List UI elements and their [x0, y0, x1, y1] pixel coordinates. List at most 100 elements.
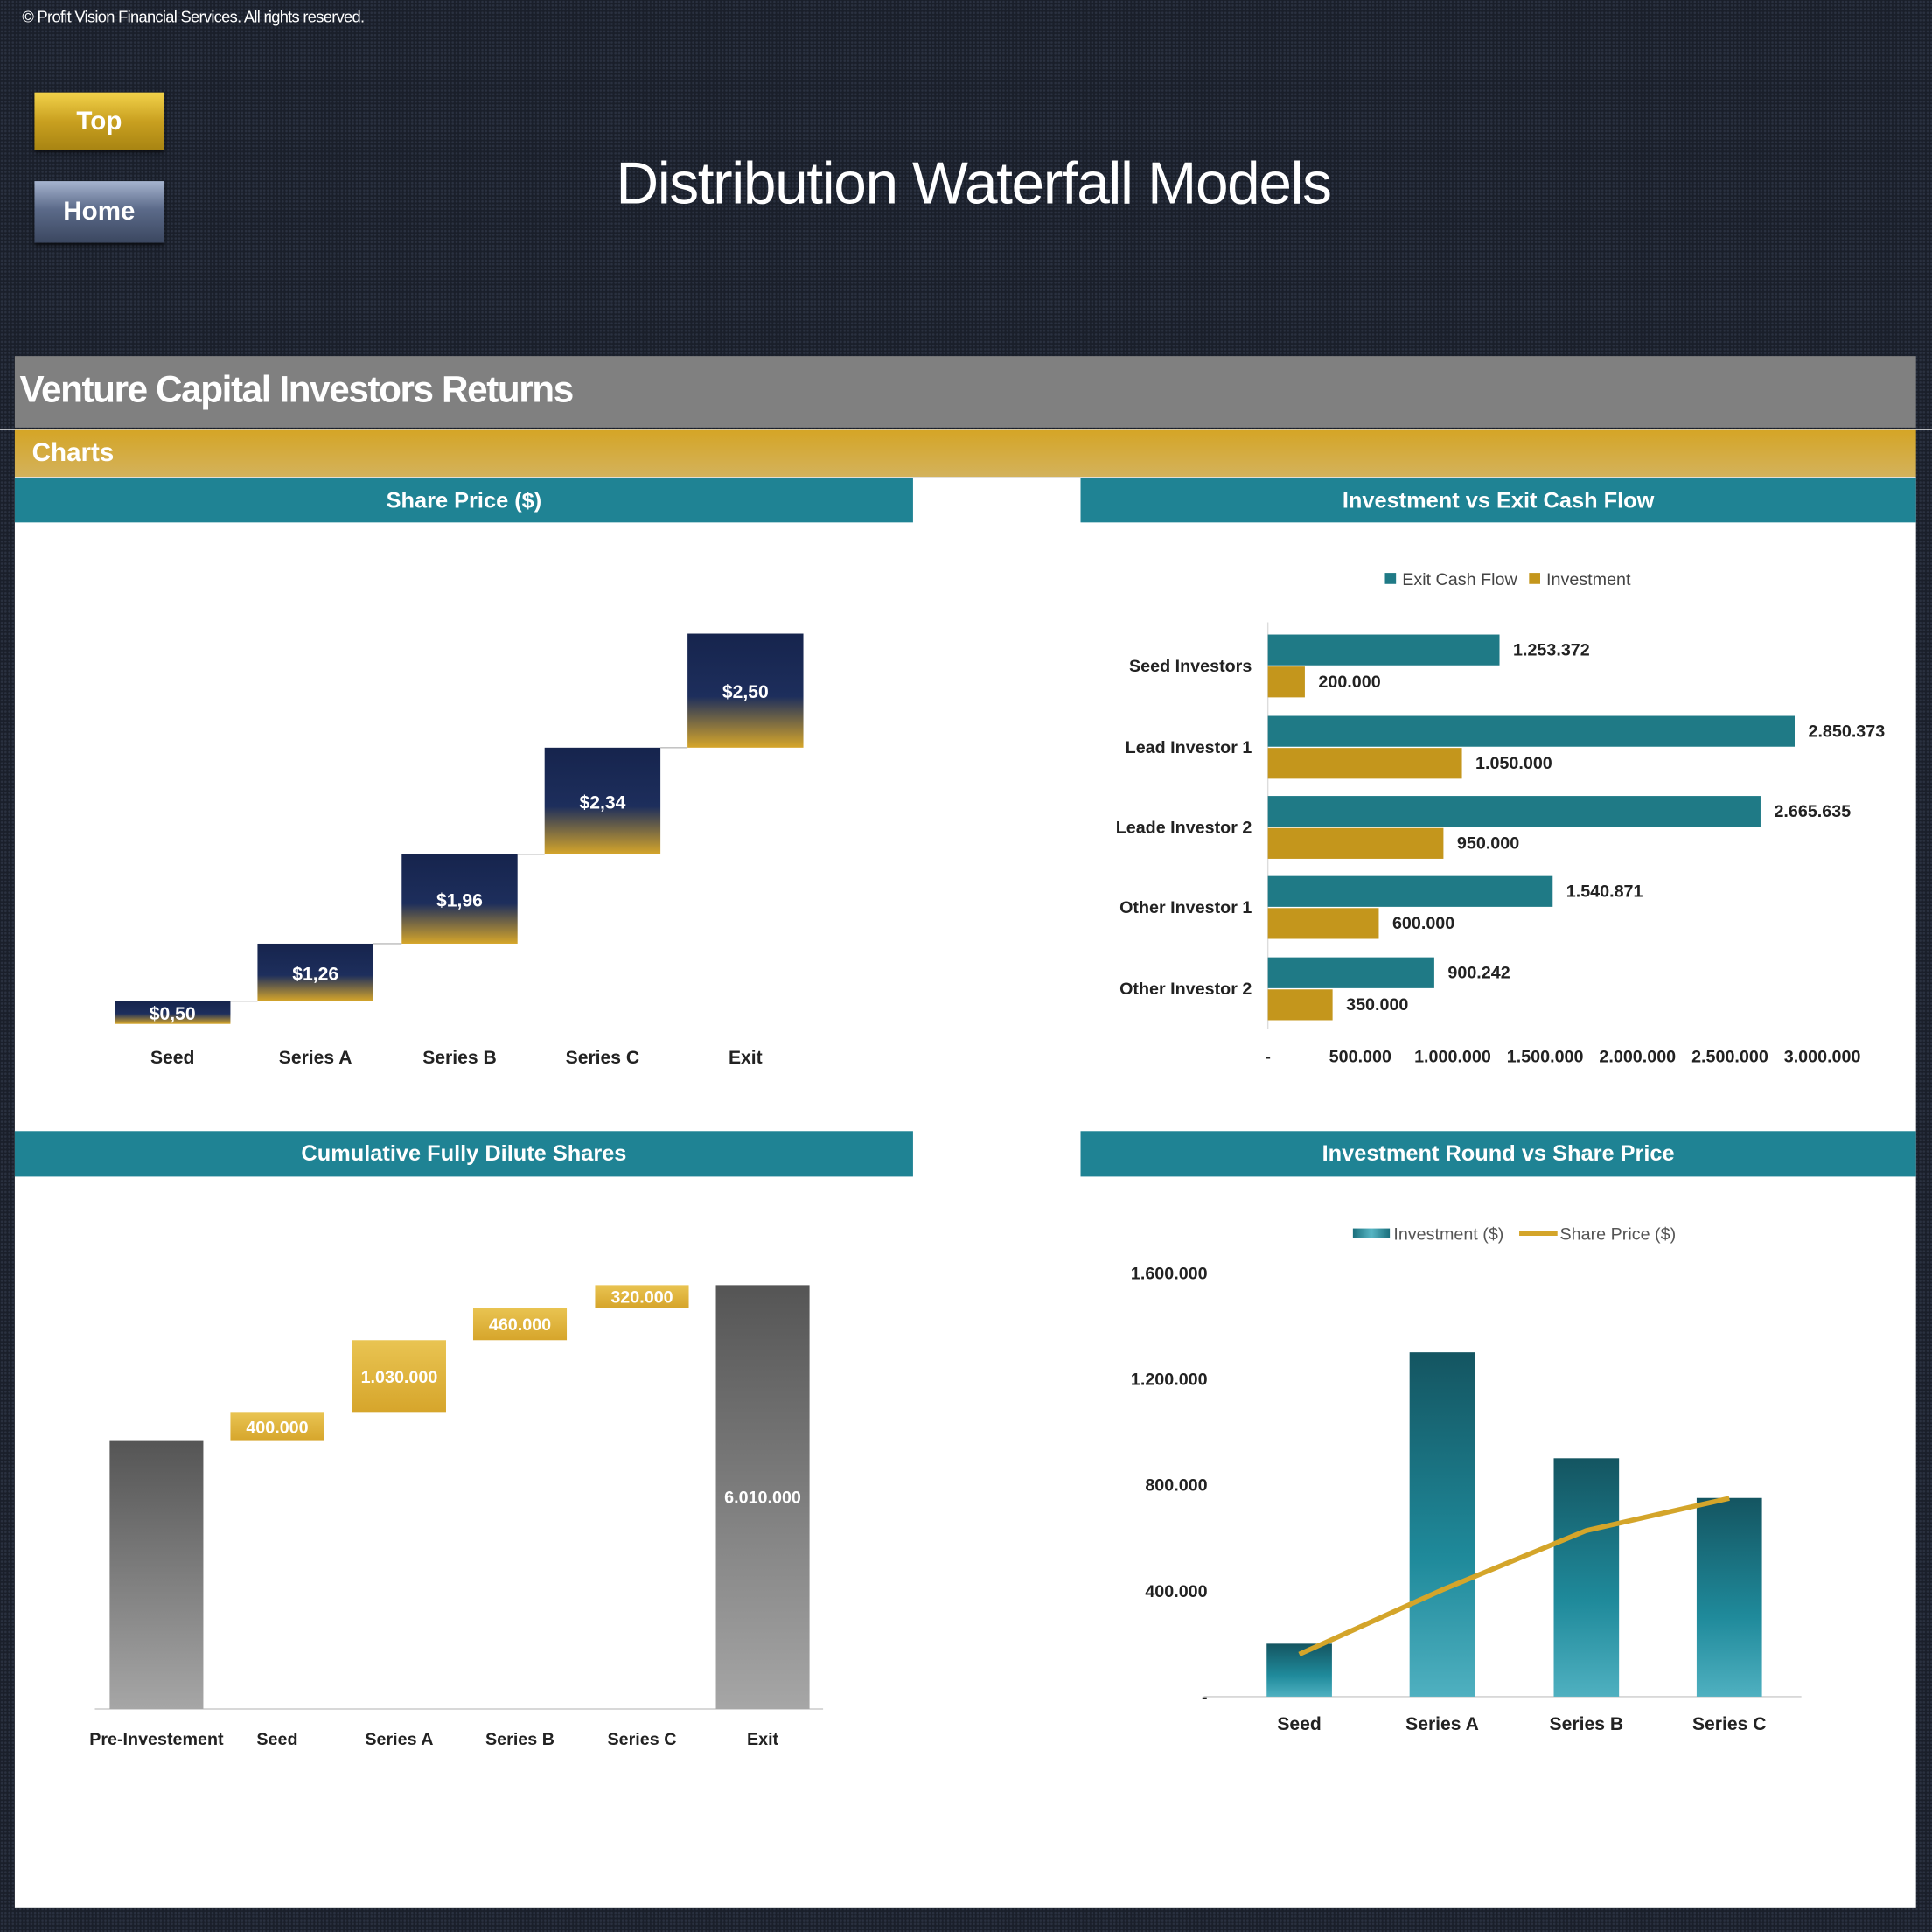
exit-cash-flow-bar [1267, 796, 1761, 827]
legend-label: Investment [1546, 570, 1631, 589]
data-label: 1.030.000 [361, 1368, 438, 1387]
data-label: 2.850.373 [1808, 722, 1885, 741]
share-price-bar [544, 747, 661, 854]
legend-label: Investment ($) [1393, 1224, 1503, 1244]
x-tick-label: Series B [1550, 1714, 1624, 1734]
x-tick-label: Series B [422, 1048, 497, 1068]
data-label: 600.000 [1392, 914, 1454, 933]
x-tick-label: Pre-Investement [89, 1730, 224, 1749]
x-tick-label: Series B [485, 1730, 554, 1749]
data-label: 1.050.000 [1475, 754, 1552, 773]
data-label: 900.242 [1447, 964, 1510, 983]
share-price-chart: $0,50 Seed $1,26 Series A $1,96 Series B $2,34… [115, 633, 804, 1068]
exit-cash-flow-bar [1267, 634, 1500, 666]
x-tick-label: Series C [608, 1730, 677, 1749]
data-label: 1.253.372 [1513, 640, 1590, 659]
x-tick-label: 500.000 [1329, 1047, 1391, 1066]
exit-cash-flow-bar [1267, 715, 1795, 747]
x-tick-label: Exit [747, 1730, 779, 1749]
data-label: 350.000 [1346, 995, 1408, 1015]
x-tick-label: 1.000.000 [1414, 1047, 1491, 1066]
x-tick-label: Series A [365, 1730, 433, 1749]
y-tick-label: 1.600.000 [1131, 1264, 1208, 1283]
data-label: $2,50 [722, 682, 769, 702]
x-tick-label: 2.500.000 [1691, 1047, 1768, 1066]
investment-bar [1267, 748, 1462, 779]
x-tick-label: Exit [729, 1048, 763, 1068]
share-price-bar [401, 854, 518, 944]
x-tick-label: Seed [150, 1048, 195, 1068]
y-tick-label: Other Investor 2 [1119, 980, 1252, 999]
legend-swatch [1529, 573, 1540, 584]
investment-bar [1696, 1497, 1762, 1697]
share-price-bar [115, 1001, 231, 1024]
x-tick-label: Series A [279, 1048, 352, 1068]
x-tick-label: Seed [1277, 1714, 1321, 1734]
share-price-bar [687, 633, 804, 748]
chart-title-share-price: Share Price ($) [14, 478, 913, 523]
home-button[interactable]: Home [34, 181, 164, 243]
x-tick-label: - [1265, 1047, 1271, 1066]
page-title: Distribution Waterfall Models [616, 151, 1332, 217]
chart-title-dilute-shares: Cumulative Fully Dilute Shares [14, 1131, 913, 1177]
x-tick-label: 3.000.000 [1784, 1047, 1861, 1066]
top-button[interactable]: Top [34, 92, 164, 150]
data-label: 2.665.635 [1774, 802, 1851, 821]
data-label: 200.000 [1318, 673, 1380, 692]
investment-bar [1267, 666, 1305, 698]
copyright-text: © Profit Vision Financial Services. All … [22, 7, 365, 26]
legend-label: Exit Cash Flow [1402, 570, 1517, 589]
y-tick-label: 400.000 [1145, 1582, 1207, 1601]
investment-bar [1267, 989, 1333, 1021]
x-tick-label: 2.000.000 [1599, 1047, 1676, 1066]
investment-bar [1267, 908, 1379, 939]
y-tick-label: Leade Investor 2 [1116, 818, 1252, 837]
data-label: 6.010.000 [724, 1489, 801, 1508]
section-header-bar [14, 356, 1916, 428]
x-tick-label: Series C [566, 1048, 640, 1068]
legend-swatch-investment [1352, 1228, 1391, 1238]
total-bar [715, 1285, 810, 1710]
increment-bar [230, 1412, 324, 1441]
chart-title-round-vs-price: Investment Round vs Share Price [1080, 1131, 1916, 1177]
y-tick-label: 1.200.000 [1131, 1370, 1208, 1389]
data-label: 400.000 [246, 1419, 308, 1438]
total-bar [109, 1440, 204, 1710]
data-label: 320.000 [610, 1287, 673, 1307]
x-tick-label: Series C [1692, 1714, 1767, 1734]
legend-swatch [1384, 573, 1397, 584]
y-tick-label: Lead Investor 1 [1126, 738, 1252, 757]
share-price-bar [257, 943, 373, 1001]
y-tick-label: - [1202, 1688, 1208, 1707]
x-tick-label: 1.500.000 [1507, 1047, 1584, 1066]
increment-bar [352, 1340, 446, 1413]
data-label: 460.000 [489, 1315, 551, 1335]
data-label: $1,26 [292, 964, 338, 984]
increment-bar [472, 1308, 568, 1341]
round-vs-price-chart: - 400.000 800.000 1.200.000 1.600.000 Seed Ser… [1131, 1224, 1802, 1734]
data-label: $2,34 [579, 792, 625, 813]
exit-cash-flow-bar [1267, 957, 1434, 988]
data-label: 950.000 [1457, 834, 1519, 854]
charts-subheader: Charts [31, 438, 115, 467]
investment-bar [1553, 1458, 1620, 1697]
charts-subheader-bar [14, 429, 1916, 478]
exit-cash-flow-bar [1267, 875, 1553, 907]
data-label: $1,96 [436, 890, 483, 910]
y-tick-label: Seed Investors [1129, 657, 1252, 676]
data-label: 1.540.871 [1566, 882, 1643, 902]
investment-bar [1409, 1352, 1475, 1697]
x-tick-label: Seed [256, 1730, 297, 1749]
increment-bar [595, 1285, 689, 1308]
investment-vs-exit-chart: Seed Investors 1.253.372 200.000 Lead Inves… [1116, 570, 1886, 1066]
legend-label: Share Price ($) [1560, 1224, 1677, 1244]
investment-bar [1267, 827, 1444, 859]
data-label: $0,50 [150, 1004, 196, 1024]
chart-title-investment-vs-exit: Investment vs Exit Cash Flow [1080, 478, 1916, 523]
y-tick-label: Other Investor 1 [1119, 898, 1252, 917]
share-price-line [1298, 1496, 1730, 1657]
dilute-shares-chart: Pre-Investement 400.000 Seed 1.030.000 Serie… [89, 1285, 824, 1749]
section-title: Venture Capital Investors Returns [19, 369, 575, 411]
